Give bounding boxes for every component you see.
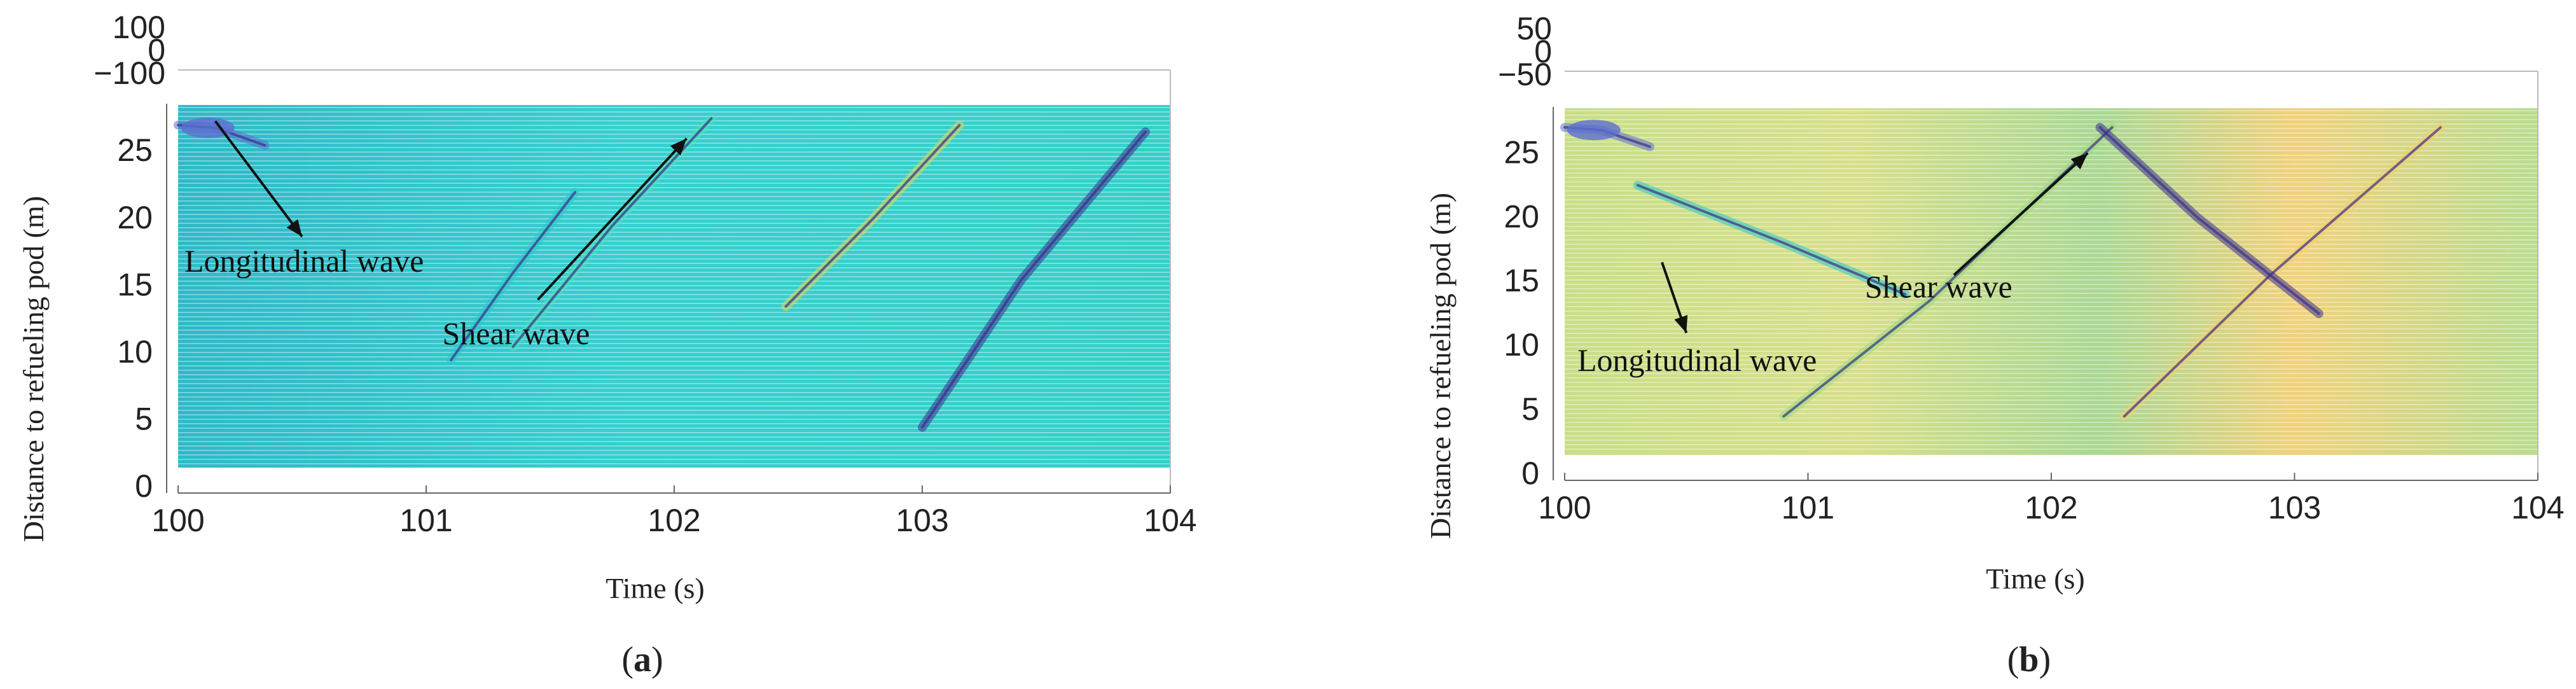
panel-a-wavefronts: [174, 114, 1150, 432]
annotation-arrowhead: [1674, 315, 1688, 333]
annotation-label: Shear wave: [443, 316, 590, 351]
z-tick-label: 50: [1516, 11, 1552, 46]
y-tick-label: 20: [1504, 198, 1539, 234]
y-tick-label: 10: [117, 334, 153, 370]
panel-b-caption: (b): [2007, 640, 2051, 679]
y-tick-label: 0: [135, 468, 153, 504]
panel-a-xlabel: Time (s): [606, 572, 705, 604]
panel-a-annotations: Longitudinal wave Shear wave: [184, 120, 688, 351]
panel-a-caption: (a): [621, 640, 663, 679]
annotation-arrowhead: [2070, 153, 2088, 170]
z-tick-label: 0: [1534, 34, 1552, 69]
y-tick-label: 10: [1504, 327, 1539, 363]
x-tick-label: 102: [2025, 490, 2077, 525]
y-tick-label: 15: [117, 267, 153, 302]
y-tick-label: 0: [1521, 456, 1539, 491]
x-tick-label: 103: [2268, 490, 2321, 525]
z-tick-label: 100: [113, 10, 165, 45]
annotation-arrowhead: [286, 219, 302, 237]
annotation-label: Longitudinal wave: [1577, 342, 1817, 378]
x-tick-label: 103: [896, 503, 948, 538]
x-tick-label: 101: [1782, 490, 1834, 525]
annotation-arrow: [537, 137, 688, 301]
wavefront-line: [450, 191, 576, 362]
y-tick-label: 25: [1504, 134, 1539, 170]
panel-b-annotations: Shear wave Longitudinal wave: [1577, 152, 2089, 378]
z-tick-label: −50: [1498, 57, 1552, 92]
annotation-arrowhead: [670, 138, 687, 156]
x-tick-label: 100: [151, 503, 204, 538]
source-pulse: [181, 117, 235, 138]
annotation-label: Longitudinal wave: [184, 243, 424, 279]
x-tick-label: 101: [399, 503, 452, 538]
annotation-label: Shear wave: [1865, 268, 2012, 304]
panel-a-plot-surface: [178, 105, 1170, 468]
z-tick-label: −100: [93, 55, 165, 91]
panel-a-ylabel: Distance to refueling pod (m): [17, 196, 50, 542]
annotation-arrow: [214, 120, 303, 238]
y-tick-label: 25: [117, 132, 153, 168]
wavefront-line: [511, 117, 713, 348]
annotation-arrow: [1953, 152, 2089, 276]
wavefront-line: [2098, 126, 2320, 315]
y-tick-label: 5: [135, 401, 153, 436]
y-tick-label: 5: [1521, 391, 1539, 427]
panel-b-xlabel: Time (s): [1986, 562, 2085, 595]
x-tick-label: 104: [2511, 490, 2564, 525]
y-tick-label: 15: [1504, 263, 1539, 298]
wavefront-line: [784, 123, 961, 308]
wavefront-line: [921, 130, 1147, 429]
x-tick-label: 102: [647, 503, 700, 538]
y-tick-label: 20: [117, 200, 153, 235]
z-tick-label: 0: [148, 32, 165, 68]
x-tick-label: 104: [1144, 503, 1196, 538]
panel-b-plot-surface: [1565, 108, 2538, 455]
x-tick-label: 100: [1538, 490, 1591, 525]
wavefront-line: [1636, 184, 1907, 296]
panel-b-ylabel: Distance to refueling pod (m): [1424, 193, 1457, 539]
source-pulse: [1567, 120, 1621, 141]
